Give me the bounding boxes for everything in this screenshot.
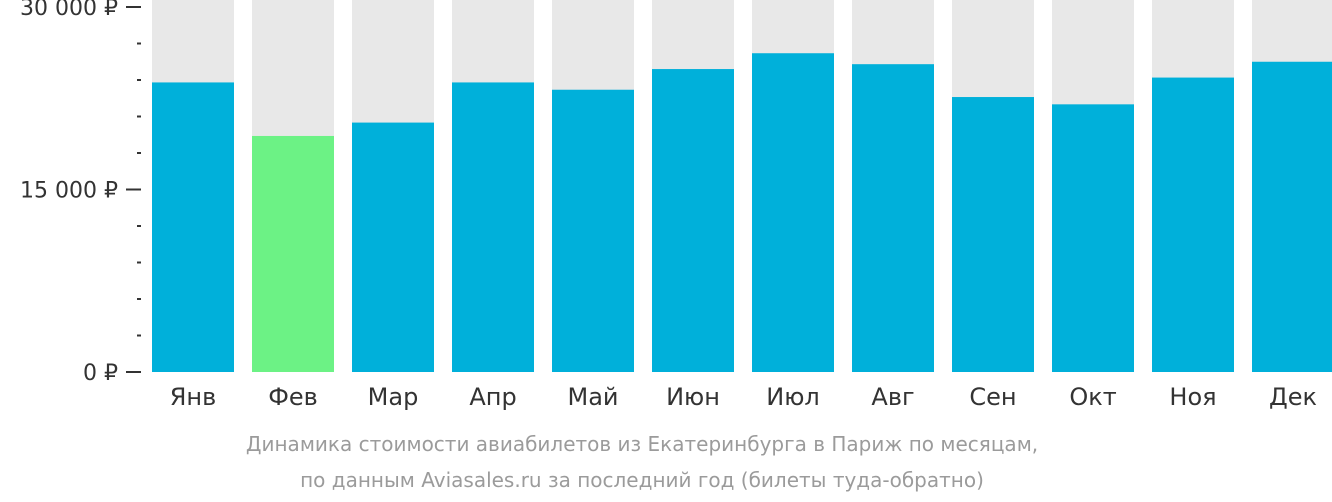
- x-tick-label: Дек: [1269, 383, 1317, 411]
- x-axis: Янв Фев Мар Апр Май Июн Июл Авг Сен Окт Ноя Дек: [170, 383, 1317, 411]
- y-tick-label: 30 000 ₽: [20, 0, 118, 21]
- bar-2[interactable]: [252, 135, 334, 372]
- bar-6[interactable]: [652, 69, 734, 373]
- x-tick-label: Ноя: [1169, 383, 1216, 411]
- bar-1[interactable]: [152, 82, 234, 372]
- x-tick-label: Мар: [368, 383, 419, 411]
- bar-11[interactable]: [1152, 77, 1234, 373]
- y-tick-label: 0 ₽: [83, 361, 118, 386]
- x-tick-label: Сен: [969, 383, 1016, 411]
- bar-7[interactable]: [752, 53, 834, 372]
- bar-10[interactable]: [1052, 104, 1134, 372]
- x-tick-label: Авг: [871, 383, 914, 411]
- x-tick-label: Фев: [268, 383, 318, 411]
- y-axis: 30 000 ₽ 15 000 ₽ 0 ₽: [20, 0, 141, 386]
- x-tick-label: Июн: [666, 383, 720, 411]
- bar-9[interactable]: [952, 97, 1034, 373]
- y-tick-label: 15 000 ₽: [20, 179, 118, 204]
- bar-5[interactable]: [552, 89, 634, 372]
- bar-4[interactable]: [452, 82, 534, 372]
- x-tick-label: Май: [567, 383, 618, 411]
- bar-12[interactable]: [1252, 61, 1332, 372]
- bar-3[interactable]: [352, 122, 434, 372]
- bars: [152, 53, 1332, 373]
- x-tick-label: Янв: [170, 383, 217, 411]
- bar-8[interactable]: [852, 64, 934, 372]
- chart-caption-line-1: Динамика стоимости авиабилетов из Екатер…: [245, 432, 1039, 456]
- x-tick-label: Июл: [766, 383, 820, 411]
- x-tick-label: Апр: [469, 383, 516, 411]
- chart-caption-line-2: по данным Aviasales.ru за последний год …: [300, 468, 984, 492]
- x-tick-label: Окт: [1069, 383, 1116, 411]
